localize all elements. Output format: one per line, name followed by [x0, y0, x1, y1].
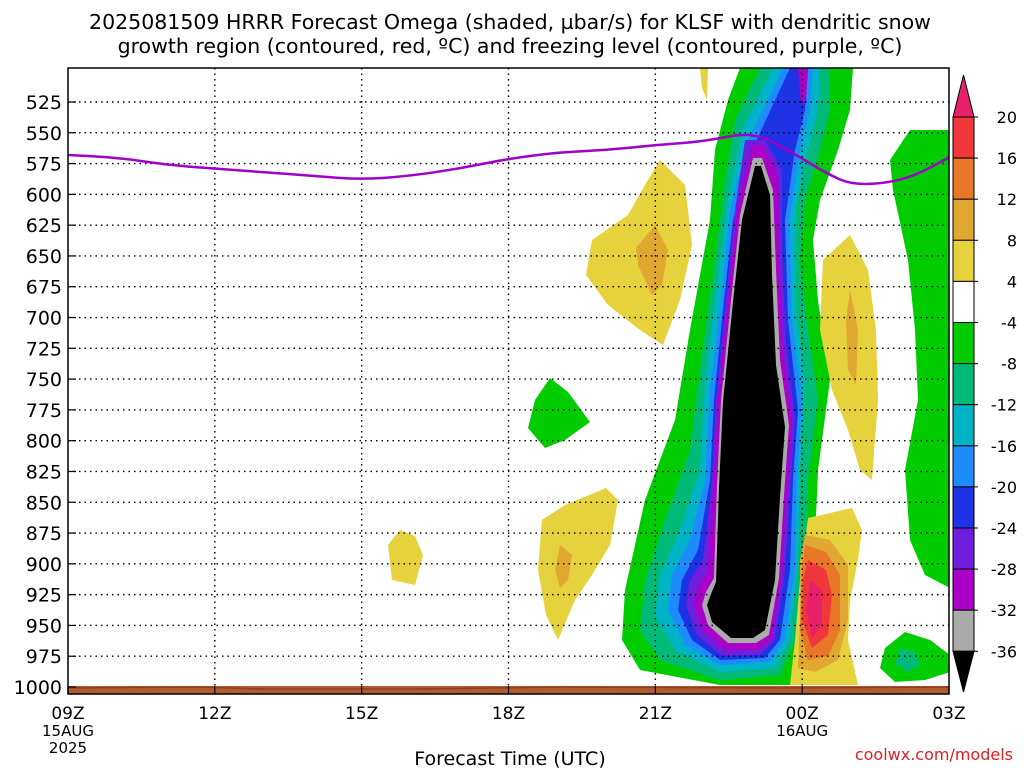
y-tick-label: 550 — [26, 123, 62, 145]
colorbar-label: 20 — [997, 108, 1017, 127]
x-tick-label: 00Z — [786, 704, 819, 724]
omega-shade-pos-8-d — [846, 290, 858, 385]
y-tick-label: 575 — [26, 154, 62, 176]
colorbar-label: -36 — [991, 642, 1017, 661]
colorbar-segment — [952, 445, 975, 488]
omega-shade-neg-8-blob-a — [528, 378, 590, 448]
y-tick-label: 850 — [26, 492, 62, 514]
x-tick-year: 2025 — [49, 739, 87, 757]
y-tick-label: 725 — [26, 338, 62, 360]
colorbar-label: 12 — [997, 190, 1017, 209]
y-tick-label: 525 — [26, 92, 62, 114]
omega-shade-neg-8-right-column — [890, 130, 949, 588]
omega-shade-pos-4-c — [388, 530, 423, 585]
colorbar-segment — [952, 404, 975, 447]
colorbar-segment — [952, 568, 975, 611]
y-tick-label: 875 — [26, 523, 62, 545]
colorbar-label: -32 — [991, 601, 1017, 620]
colorbar-label: -8 — [1001, 355, 1017, 374]
colorbar-segment — [952, 363, 975, 406]
colorbar-top-arrow — [952, 74, 975, 118]
omega-shade-pos-8-b — [555, 545, 572, 588]
colorbar-segment — [952, 609, 975, 652]
y-tick-label: 600 — [26, 184, 62, 206]
surface-band-edge — [67, 686, 950, 690]
colorbar-segment — [952, 322, 975, 365]
colorbar-label: -12 — [991, 396, 1017, 415]
colorbar-label: -24 — [991, 519, 1017, 538]
omega-shade-pos-20-e — [806, 580, 822, 638]
y-tick-label: 800 — [26, 431, 62, 453]
y-tick-label: 650 — [26, 246, 62, 268]
y-tick-label: 750 — [26, 369, 62, 391]
colorbar-label: 4 — [1007, 272, 1017, 291]
colorbar-label: 16 — [997, 149, 1017, 168]
chart-title-line1: 2025081509 HRRR Forecast Omega (shaded, … — [89, 10, 931, 34]
colorbar-segment — [952, 527, 975, 570]
omega-shading — [388, 68, 949, 685]
chart-title-line2: growth region (contoured, red, ºC) and f… — [118, 34, 903, 58]
y-tick-label: 900 — [26, 554, 62, 576]
colorbar-label: -4 — [1001, 314, 1017, 333]
y-tick-label: 925 — [26, 585, 62, 607]
omega-shade-below-36 — [707, 166, 785, 638]
omega-shade-pos-4-f — [700, 68, 708, 100]
colorbar-segment — [952, 280, 975, 323]
x-tick-label: 21Z — [639, 704, 672, 724]
y-tick-label: 975 — [26, 646, 62, 668]
colorbar-label: -20 — [991, 478, 1017, 497]
y-tick-label: 700 — [26, 308, 62, 330]
x-tick-date: 15AUG — [42, 722, 94, 740]
colorbar-label: -16 — [991, 437, 1017, 456]
colorbar-segment — [952, 239, 975, 282]
colorbar-bottom-arrow — [952, 650, 975, 693]
x-tick-label: 09Z — [51, 704, 84, 724]
colorbar-label: 8 — [1007, 231, 1017, 250]
omega-shade-pos-8-a — [636, 225, 668, 295]
colorbar: 20 16 12 8 4 -4 -8 -12 -16 -20 -24 -28 -32 -36 — [952, 74, 1017, 693]
y-tick-label: 1000 — [14, 677, 62, 699]
x-tick-label: 15Z — [345, 704, 378, 724]
y-tick-label: 675 — [26, 277, 62, 299]
freezing-level-line — [68, 133, 949, 186]
colorbar-segment — [952, 198, 975, 241]
y-tick-label: 625 — [26, 215, 62, 237]
colorbar-segment — [952, 157, 975, 200]
omega-shade-upper-sliver — [798, 68, 808, 105]
y-tick-label: 950 — [26, 615, 62, 637]
x-tick-label: 18Z — [492, 704, 525, 724]
colorbar-segment — [952, 486, 975, 529]
colorbar-segment — [952, 116, 975, 159]
y-tick-label: 825 — [26, 461, 62, 483]
x-tick-label: 12Z — [198, 704, 231, 724]
x-tick-date: 16AUG — [776, 722, 828, 740]
omega-shade-neg-12-blob-b — [895, 648, 920, 672]
colorbar-label: -28 — [991, 560, 1017, 579]
x-tick-label: 03Z — [932, 704, 965, 724]
y-axis: 525 550 575 600 625 650 675 700 725 750 775 800 825 8… — [14, 92, 76, 699]
x-axis-label: Forecast Time (UTC) — [414, 748, 605, 768]
omega-shade-pos-4-b — [538, 488, 618, 640]
credit-text: coolwx.com/models — [855, 745, 1013, 764]
y-tick-label: 775 — [26, 400, 62, 422]
